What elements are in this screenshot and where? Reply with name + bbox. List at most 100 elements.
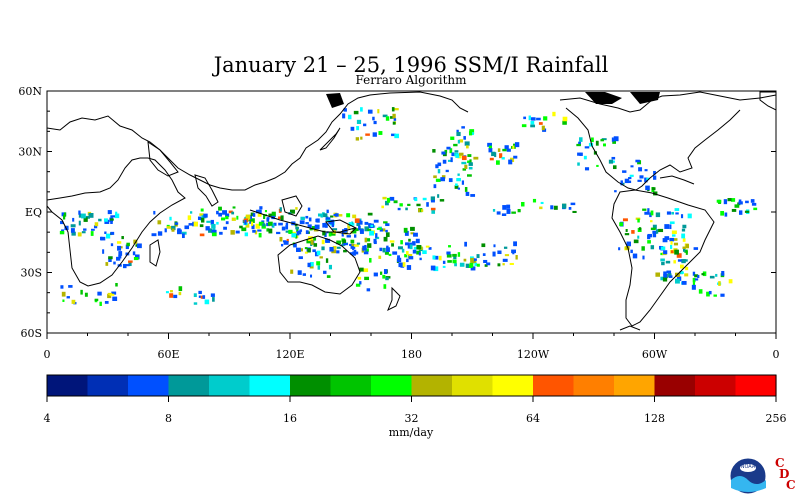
rain-speckle: [70, 224, 76, 228]
rain-speckle: [110, 215, 116, 218]
rain-speckle: [254, 230, 258, 235]
rain-speckle: [164, 228, 167, 233]
rain-speckle: [71, 231, 76, 236]
rain-speckle: [635, 217, 641, 220]
rain-speckle: [181, 231, 187, 235]
rain-speckle: [512, 250, 515, 255]
rain-speckle: [446, 146, 451, 150]
rain-speckle: [539, 206, 543, 210]
rain-speckle: [271, 211, 276, 217]
rain-speckle: [350, 243, 356, 249]
rain-speckle: [60, 220, 64, 225]
rain-speckle: [112, 296, 118, 301]
rain-speckle: [326, 209, 329, 214]
rain-speckle: [702, 271, 707, 277]
coastline-borneo: [281, 195, 303, 217]
rain-speckle: [107, 210, 112, 215]
rain-speckle: [584, 146, 590, 149]
rain-speckle: [114, 213, 120, 219]
colorbar-tick-label: 4: [44, 412, 51, 425]
rain-speckle: [540, 201, 544, 205]
lon-label: 0: [773, 348, 780, 361]
rain-speckle: [266, 228, 270, 232]
rain-speckle: [397, 246, 403, 250]
rain-speckle: [363, 268, 369, 273]
lon-label: 120W: [517, 348, 550, 361]
rain-speckle: [650, 227, 656, 231]
rain-speckle: [276, 231, 281, 235]
rain-speckle: [117, 245, 122, 251]
rain-speckle: [543, 116, 548, 121]
rain-speckle: [473, 156, 479, 160]
rain-speckle: [211, 229, 217, 234]
colorbar-units: mm/day: [389, 426, 434, 439]
rain-speckle: [348, 222, 353, 227]
rain-speckle: [208, 228, 213, 233]
rain-speckle: [110, 243, 114, 247]
rain-speckle: [669, 224, 672, 230]
rain-speckle: [64, 212, 67, 217]
rain-speckle: [173, 294, 178, 299]
rain-speckle: [614, 190, 617, 193]
rain-speckle: [379, 271, 383, 275]
rain-speckle: [165, 291, 169, 294]
rain-speckle: [492, 208, 496, 212]
rain-speckle: [645, 185, 650, 191]
rain-speckle: [655, 272, 661, 277]
rain-speckle: [456, 129, 459, 134]
rain-speckle: [296, 227, 299, 233]
rain-speckle: [579, 137, 583, 142]
rain-speckle: [497, 250, 502, 255]
rain-speckle: [373, 240, 377, 245]
rain-speckle: [385, 200, 389, 206]
rain-speckle: [396, 257, 402, 263]
rain-speckle: [663, 250, 668, 255]
rain-speckle: [373, 120, 377, 125]
lon-label: 180: [401, 348, 422, 361]
rain-speckle: [412, 249, 417, 254]
rain-speckle: [504, 254, 510, 257]
rain-speckle: [347, 224, 351, 229]
rain-speckle: [201, 217, 205, 223]
rain-speckle: [108, 257, 112, 262]
rain-speckle: [85, 215, 90, 219]
rain-speckle: [369, 257, 372, 263]
rain-speckle: [391, 133, 396, 137]
rain-speckle: [305, 215, 309, 219]
rain-speckle: [367, 212, 373, 216]
rain-speckle: [562, 116, 568, 122]
rain-speckle: [467, 154, 472, 157]
rain-speckle: [727, 198, 732, 202]
rain-speckle: [363, 251, 369, 255]
rain-speckle: [258, 209, 262, 214]
rain-speckle: [126, 264, 130, 267]
rain-speckle: [638, 167, 643, 172]
rain-speckle: [297, 270, 302, 275]
rain-speckle: [456, 178, 461, 182]
rain-speckle: [706, 291, 710, 297]
rain-speckle: [713, 294, 717, 297]
rain-speckle: [332, 245, 337, 249]
rain-speckle: [385, 232, 390, 238]
rain-speckle: [375, 233, 378, 238]
rain-speckle: [513, 143, 517, 146]
rain-speckle: [512, 145, 515, 149]
rain-speckle: [359, 267, 364, 272]
rain-speckle: [382, 114, 388, 118]
rain-speckle: [437, 194, 440, 198]
rain-speckle: [250, 212, 255, 217]
rain-speckle: [693, 247, 699, 250]
rain-speckle: [216, 221, 219, 225]
rain-speckle: [372, 116, 375, 121]
rain-speckle: [110, 219, 113, 224]
rain-speckle: [321, 246, 325, 251]
rain-speckle: [438, 255, 442, 261]
rain-speckle: [451, 152, 455, 157]
rain-speckle: [488, 147, 493, 153]
rain-speckle: [709, 275, 715, 279]
rain-speckle: [474, 262, 478, 266]
rain-speckle: [375, 236, 380, 240]
rain-speckle: [111, 291, 117, 295]
rain-speckle: [100, 236, 106, 241]
rain-speckle: [189, 211, 193, 214]
